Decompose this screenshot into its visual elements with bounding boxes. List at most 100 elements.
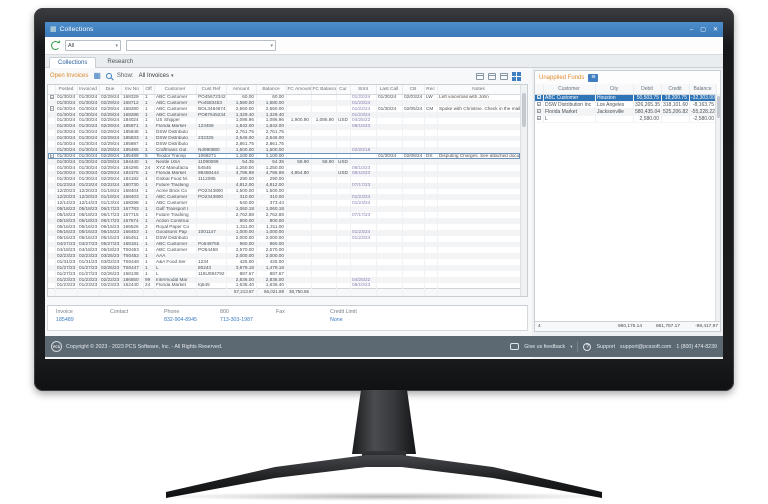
invoice-row[interactable]: 04/27/23 04/27/23 05/27/23 168181 1 ABC Custo… [48,241,521,248]
invoice-row[interactable]: 01/30/24 01/30/24 02/29/24 185848 1 DSW Distr… [48,129,521,136]
feedback-link[interactable]: Give us feedback [524,343,566,350]
invoice-row[interactable]: +01/30/24 01/30/24 02/29/24 185489 5 Teodor T… [48,153,521,160]
customer-row[interactable]: + DSW Distribution Inc Los Angeles 326,265.… [535,101,717,109]
tab-collections[interactable]: Collections [49,57,97,68]
invoice-row[interactable]: 12/14/23 12/14/23 01/13/24 168298 1 ABC Custo… [48,200,521,207]
invoice-row[interactable]: 05/18/23 05/18/23 06/17/23 167674 1 Action Co… [48,218,521,224]
maximize-button[interactable]: ▢ [700,26,706,33]
close-button[interactable]: ✕ [712,26,718,33]
list-icon[interactable]: ≡ [588,73,599,82]
column-header-posted[interactable]: Posted [55,85,78,95]
invoice-number-link[interactable]: 185489 [56,317,74,323]
expand-icon[interactable]: + [49,94,54,100]
column-header-cust-ref[interactable]: Cust Ref [196,85,227,95]
column-header-inv-no[interactable]: Inv No [121,85,144,95]
expand-icon[interactable]: + [536,115,541,121]
column-header-customer[interactable]: Customer [154,85,197,95]
invoice-row[interactable]: 12/20/23 12/20/23 01/19/24 168403 1 ABC Custo… [48,194,521,201]
refresh-icon[interactable] [51,41,60,50]
invoice-row[interactable]: 05/16/23 05/16/23 06/15/23 166526 2 Royal Pap… [48,223,521,230]
header-gutter [48,85,56,95]
column-header-fc-amount[interactable]: FC Amount [286,85,312,95]
column-header-invoiced[interactable]: Invoiced [77,85,100,95]
support-email[interactable]: support@pcssoft.com [620,343,672,350]
invoice-row[interactable]: 05/18/23 05/18/23 06/17/23 167715 1 Future Tr… [48,212,521,219]
tiles-view-icon[interactable] [512,71,521,81]
invoice-row[interactable]: 04/18/23 04/18/23 05/18/23 T50453 1 ABC Custo… [48,247,521,254]
invoice-row[interactable]: 01/30/24 01/30/24 02/29/24 185887 1 DSW Distr… [48,141,521,148]
invoice-row[interactable]: 05/16/23 05/16/23 06/15/23 166453 1 Goodsons … [48,229,521,236]
search-icon[interactable] [105,73,112,79]
filter-dropdown[interactable]: All ▾ [65,40,121,51]
column-header-rec[interactable]: Rec [424,85,438,95]
export-icon[interactable] [488,72,496,80]
tab-research[interactable]: Research [107,59,134,65]
column-header-balance[interactable]: Balance [256,85,287,95]
column-header-balance[interactable]: Balance [689,84,717,95]
invoice-row[interactable]: 01/30/24 01/30/24 02/29/24 184182 4 Global Fo… [48,176,521,183]
funds-vertical-scrollbar[interactable] [715,94,720,321]
open-invoices-link[interactable]: Open Invoices [50,73,89,79]
customer-row[interactable]: + Florida Market Jacksonville 580,435.04 525… [535,108,717,116]
support-question-icon[interactable]: ? [583,342,592,351]
expand-icon[interactable]: + [536,94,541,100]
expand-icon[interactable]: + [536,101,541,107]
cell-inv-no: T50447 [121,265,144,272]
customer-dropdown[interactable]: ▾ [126,40,276,51]
invoice-row[interactable]: 01/30/24 01/30/24 02/29/24 184375 1 Florida M… [48,170,521,177]
expand-icon[interactable]: + [49,106,54,112]
grid-settings-icon[interactable]: ▦ [93,71,101,80]
cell-notes [437,100,521,107]
invoice-row[interactable]: 01/30/24 01/30/24 02/29/24 185833 1 DSW Distr… [48,135,521,142]
invoice-row[interactable]: 01/30/24 01/30/24 02/29/24 184295 24 XYZ Manu… [48,165,521,171]
invoice-row[interactable]: 01/30/24 01/30/24 02/29/24 184024 1 US Shippe… [48,117,521,124]
column-header-due[interactable]: Due [99,85,122,95]
column-header-customer[interactable]: Customer [543,84,596,95]
column-header-cb[interactable]: CB [402,85,425,95]
invoice-row[interactable]: 02/23/23 02/23/23 03/25/23 T50452 1 AAA 2,000.… [48,253,521,260]
vertical-scrollbar[interactable] [520,85,527,296]
invoice-row[interactable]: 01/30/24 01/30/24 02/29/24 168712 1 ABC Custo… [48,100,521,107]
invoice-row[interactable]: 01/27/23 01/27/23 02/26/23 T50447 1 L 80243 3,8… [48,265,521,272]
support-link[interactable]: Support [596,343,616,350]
invoice-row[interactable]: +01/30/24 01/30/24 02/29/24 168280 1 ABC Cust… [48,106,521,112]
minimize-button[interactable]: – [689,26,694,33]
feedback-chat-icon[interactable] [510,343,520,350]
column-header-amount[interactable]: Amount [226,85,257,95]
invoice-row[interactable]: +01/30/24 01/30/24 02/29/24 168329 1 ABC Cust… [48,94,521,101]
show-filter-dropdown[interactable]: All Invoices ▾ [139,73,174,79]
column-header-off[interactable]: Off [143,85,155,95]
invoice-row[interactable]: 05/18/23 05/18/23 06/17/23 167783 1 Gulf Tran… [48,206,521,213]
customer-row[interactable]: + L 2,580.00 -2,580.00 [535,115,717,123]
cell-cb [402,123,425,130]
invoice-row[interactable]: 01/30/24 01/30/24 02/29/24 185485 1 Craftmans… [48,147,521,154]
unapplied-funds-title[interactable]: Unapplied Funds [539,74,585,81]
invoice-row[interactable]: 01/23/23 01/23/23 02/23/23 162440 24 Florida … [48,282,521,289]
invoice-row[interactable]: 01/30/24 01/30/24 02/29/24 184440 1 Nestle US… [48,159,521,165]
column-header-credit[interactable]: Credit [661,84,690,95]
invoice-row[interactable]: 01/23/24 01/23/24 02/22/24 180730 1 Future Tr… [48,182,521,189]
invoice-row[interactable]: 01/30/24 01/30/24 02/29/24 185971 1 Florida M… [48,123,521,130]
layout-icon[interactable] [500,72,508,80]
customer-row[interactable]: + ABC Customer Houston 50,503.75 18,200.75 -3… [535,94,717,102]
column-header-cur[interactable]: Cur [336,85,351,95]
column-header-debit[interactable]: Debit [633,84,662,95]
column-header-stmt[interactable]: Stmt [350,85,377,95]
invoice-row[interactable]: 01/30/24 01/30/24 02/29/24 168288 1 ABC Custo… [48,111,521,118]
print-icon[interactable] [476,72,484,80]
expand-icon[interactable]: + [49,153,54,159]
invoice-row[interactable]: 01/31/23 01/31/23 03/02/23 T50448 1 A&A Food … [48,259,521,266]
scrollbar-thumb[interactable] [717,96,720,118]
scrollbar-thumb[interactable] [522,93,526,127]
expand-icon[interactable]: + [536,108,541,114]
column-header-city[interactable]: City [595,84,634,95]
invoice-row[interactable]: 01/27/23 01/27/23 02/26/23 168138 1 L 118U0847… [48,271,521,277]
phone-800-link[interactable]: 713-303-1987 [220,317,253,323]
phone-link[interactable]: 832-904-8945 [164,317,197,323]
invoice-row[interactable]: 01/23/23 01/23/23 02/22/23 186550 99 Intermod… [48,276,521,283]
column-header-last-call[interactable]: Last Call [376,85,403,95]
column-header-notes[interactable]: Notes [437,85,521,95]
column-header-fc-balance[interactable]: FC Balance [311,85,337,95]
invoice-row[interactable]: 05/16/23 05/16/23 06/15/23 166451 1 DSW Distr… [48,235,521,242]
invoice-row[interactable]: 12/20/23 12/20/23 01/19/24 168404 1 Acme Bric… [48,188,521,195]
